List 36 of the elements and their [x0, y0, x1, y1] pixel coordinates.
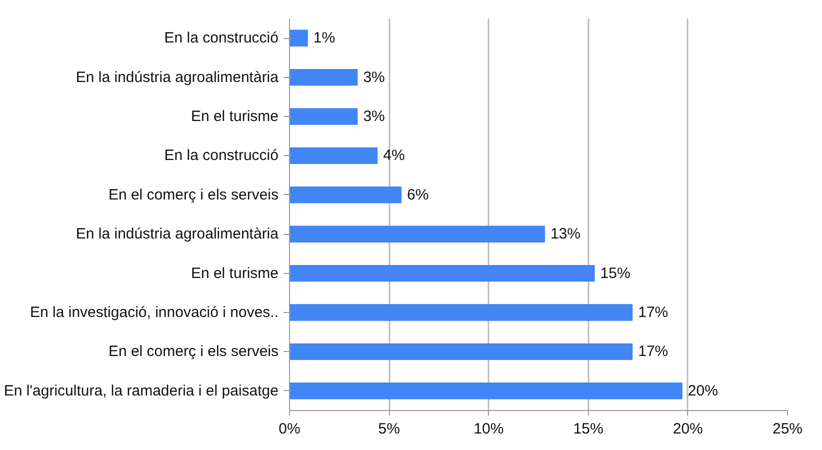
x-tick-label: 10%: [474, 420, 504, 438]
data-label: 6%: [407, 186, 429, 204]
x-tick-label: 0%: [278, 420, 300, 438]
data-label: 20%: [688, 382, 718, 400]
bar: [290, 382, 682, 400]
bar: [290, 68, 358, 86]
y-tick-label: En l'agricultura, la ramaderia i el paisatge: [4, 382, 279, 400]
bar: [290, 304, 633, 321]
x-tick-label: 25%: [772, 420, 803, 438]
bar: [290, 108, 358, 125]
bar: [290, 226, 545, 242]
x-tick-label: 15%: [573, 420, 604, 438]
bar: [290, 264, 595, 282]
x-tick-label: 20%: [672, 420, 703, 438]
y-tick-label: En el turisme: [190, 264, 279, 282]
y-tick-label: En el comerç i els serveis: [108, 343, 279, 360]
bar: [290, 343, 633, 360]
y-tick-label: En la indústria agroalimentària: [76, 68, 280, 86]
data-label: 13%: [550, 226, 581, 243]
y-tick-label: En el comerç i els serveis: [108, 186, 279, 204]
data-label: 17%: [638, 304, 668, 321]
y-tick-label: En la investigació, innovació i noves..: [30, 304, 279, 321]
data-label: 15%: [600, 264, 630, 282]
data-label: 17%: [638, 343, 668, 360]
y-tick-label: En la construcció: [164, 147, 279, 164]
y-tick-label: En la indústria agroalimentària: [76, 226, 280, 243]
bar: [290, 186, 402, 204]
y-tick-label: En el turisme: [190, 108, 279, 125]
data-label: 4%: [383, 147, 405, 164]
bar: [290, 147, 378, 164]
data-label: 3%: [363, 68, 385, 86]
bar: [290, 30, 308, 46]
y-tick-label: En la construcció: [164, 30, 279, 47]
data-label: 3%: [363, 108, 385, 125]
x-tick-label: 5%: [378, 420, 400, 438]
data-label: 1%: [313, 30, 336, 47]
